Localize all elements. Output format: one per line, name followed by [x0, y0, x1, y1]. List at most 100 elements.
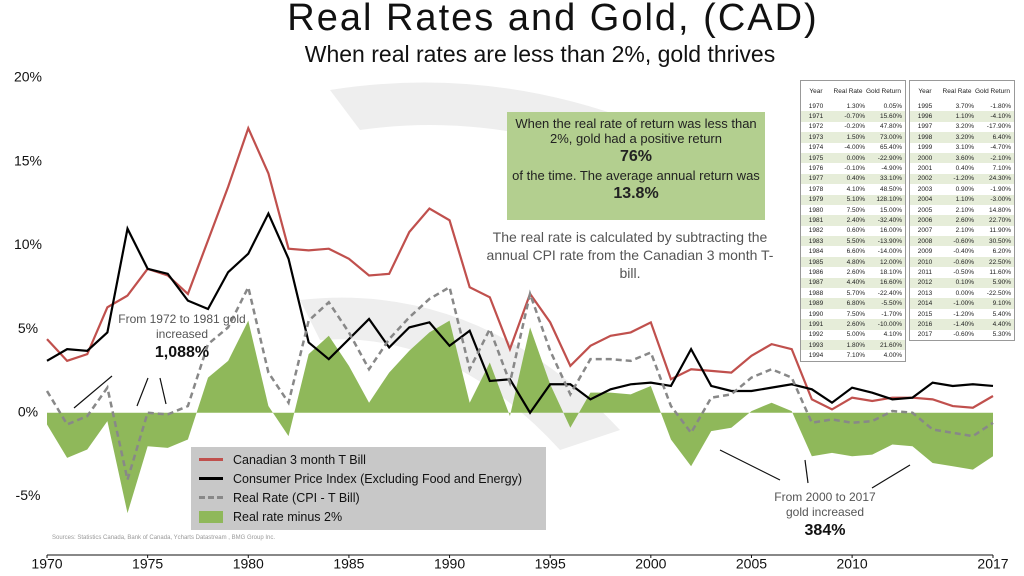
table-cell: -0.10% [844, 165, 865, 173]
table-row: 1995 3.70% -1.80% [910, 101, 1014, 111]
table-cell: -22.50% [986, 289, 1011, 297]
table-cell: 22.50% [988, 258, 1011, 266]
chart-subtitle: When real rates are less than 2%, gold t… [305, 41, 775, 67]
table-cell: 1974 [808, 144, 824, 152]
table-cell: -0.60% [953, 237, 974, 245]
table-cell: 5.90% [992, 279, 1011, 287]
y-tick-label: 15% [14, 152, 42, 168]
table-cell: -1.20% [953, 175, 974, 183]
source: Sources: Statistics Canada, Bank of Cana… [52, 535, 275, 541]
table-row: 1990 7.50% -1.70% [801, 309, 905, 319]
table-cell: 9.10% [992, 300, 1011, 308]
table-cell: -13.90% [877, 237, 902, 245]
line [46, 125, 994, 411]
arrow [719, 449, 781, 481]
box-text: of the time. The average annual return w… [512, 168, 760, 183]
table-cell: -1.70% [881, 310, 902, 318]
table-cell: 12.00% [879, 258, 902, 266]
table-cell: 0.00% [955, 289, 974, 297]
table-header-cell: Gold Return [974, 87, 1011, 95]
table-cell: 47.80% [879, 123, 902, 131]
table-row: 1986 2.60% 18.10% [801, 267, 905, 277]
table-cell: 2006 [917, 216, 933, 224]
table-cell: 1.50% [846, 133, 865, 141]
table-cell: -0.70% [844, 113, 865, 121]
table-cell: 3.20% [955, 123, 974, 131]
table-cell: 11.90% [989, 227, 1011, 235]
table-cell: 1990 [808, 310, 824, 318]
chart-title: Real Rates and Gold, (CAD) [287, 0, 818, 39]
table-cell: 1981 [808, 216, 824, 224]
x-tick-label: 1970 [31, 556, 62, 572]
table-cell: 4.40% [846, 279, 865, 287]
table-row: 2017 -0.60% 5.30% [910, 330, 1014, 340]
table-cell: 1998 [917, 133, 933, 141]
plot: 20% 15% 10% 5% 0% -5% 1970 1975 1980 1985 1990 1995… [14, 69, 1009, 572]
table: Year Real Rate Gold Return 1970 1.30% 0.05% 19… [800, 80, 906, 362]
table-cell: 2.60% [955, 216, 974, 224]
arrow [159, 377, 167, 405]
table-row: 2011 -0.50% 11.60% [910, 267, 1014, 277]
table-header-cell: Gold Return [865, 87, 902, 95]
table-row: 2004 1.10% -3.00% [910, 194, 1014, 205]
table-cell: 5.70% [846, 289, 865, 297]
table-row: 1997 3.20% -17.90% [910, 122, 1014, 132]
arrow [136, 377, 149, 407]
table-cell: -0.60% [953, 258, 974, 266]
table-row: 1971 -0.70% 15.60% [801, 111, 905, 122]
table-cell: 1993 [808, 341, 824, 349]
table-row: 1984 6.60% -14.00% [801, 246, 905, 256]
table-cell: 7.10% [846, 352, 865, 360]
table-cell: 6.80% [846, 300, 865, 308]
table-cell: 3.70% [955, 102, 974, 110]
table-cell: 6.20% [992, 248, 1011, 256]
table-cell: -1.00% [953, 300, 974, 308]
table-header: Year Real Rate Gold Return [801, 81, 905, 101]
table-cell: 73.00% [879, 133, 902, 141]
table: Year Real Rate Gold Return 1995 3.70% -1.80% 1… [909, 80, 1015, 341]
table-row: 2000 3.60% -2.10% [910, 152, 1014, 164]
table-cell: 1982 [808, 227, 824, 235]
table-cell: -4.00% [844, 144, 865, 152]
table-cell: 1.30% [846, 102, 865, 110]
table-cell: 1994 [808, 352, 824, 360]
annotation-value: 384% [804, 522, 846, 539]
table-row: 2010 -0.60% 22.50% [910, 256, 1014, 268]
table-cell: 4.40% [992, 320, 1011, 328]
box-text: When the real rate of return was less th… [515, 116, 757, 146]
table-cell: 0.40% [955, 165, 974, 173]
legend-label: Real Rate (CPI - T Bill) [233, 490, 360, 505]
table-cell: 15.00% [879, 206, 902, 214]
table-cell: 5.30% [992, 331, 1011, 339]
table-cell: 18.10% [879, 268, 902, 276]
box-value: 76% [619, 148, 653, 165]
table-cell: 2007 [917, 227, 933, 235]
table-row: 1982 0.60% 16.00% [801, 226, 905, 236]
table-cell: -17.90% [986, 123, 1011, 131]
table-cell: 2.10% [955, 206, 974, 214]
y-tick-label: -5% [16, 487, 41, 503]
table-cell: 1.10% [955, 196, 974, 204]
table-cell: -3.00% [990, 196, 1011, 204]
table-cell: 2003 [917, 185, 933, 193]
legend-item: Real Rate (CPI - T Bill) [191, 488, 546, 507]
table-cell: 2002 [917, 175, 933, 183]
table-row: 1989 6.80% -5.50% [801, 298, 905, 309]
table-cell: 2017 [917, 331, 933, 339]
table-row: 2013 0.00% -22.50% [910, 288, 1014, 298]
table-cell: 4.10% [883, 331, 902, 339]
table-row: 1988 5.70% -22.40% [801, 288, 905, 298]
y-tick-label: 5% [18, 320, 38, 336]
table-cell: 4.10% [846, 185, 865, 193]
table-row: 2003 0.90% -1.90% [910, 184, 1014, 194]
table-cell: 1992 [808, 331, 824, 339]
table-cell: 11.60% [989, 268, 1011, 276]
table-cell: 6.40% [992, 133, 1011, 141]
table-cell: 30.50% [988, 237, 1011, 245]
x-tick-label: 2017 [977, 556, 1008, 572]
table-cell: 7.50% [846, 206, 865, 214]
table-cell: 2000 [917, 154, 933, 162]
table-cell: -32.40% [877, 216, 902, 224]
table-cell: 1988 [808, 289, 824, 297]
